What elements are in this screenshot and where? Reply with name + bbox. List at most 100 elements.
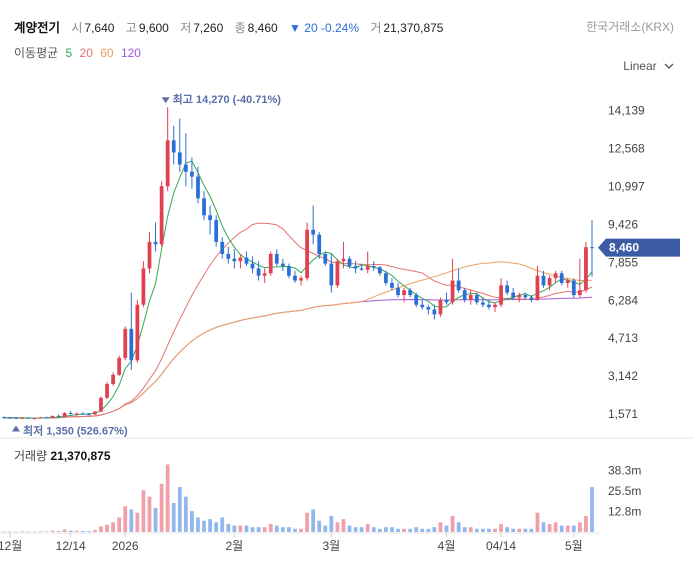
ma-60-line [3, 261, 593, 419]
candle-body [577, 290, 582, 296]
y-tick-label: 7,855 [608, 255, 638, 269]
volume-bar [547, 523, 552, 532]
volume-bar [244, 525, 249, 532]
volume-bar [487, 528, 491, 532]
volume-bar [293, 528, 297, 532]
candle-body [2, 417, 6, 419]
candle-body [499, 285, 503, 305]
candle [111, 372, 115, 386]
volume-bar [541, 522, 546, 532]
candle-body [420, 304, 425, 308]
volume-bar [317, 520, 322, 532]
candle-body [547, 278, 552, 286]
volume-bar [450, 515, 455, 532]
ma-20-label[interactable]: 20 [79, 46, 93, 60]
candle [384, 270, 388, 286]
volume-bar [420, 528, 425, 532]
candle [256, 261, 261, 281]
volume-bar [414, 527, 419, 532]
candle [141, 261, 146, 308]
volume-bar [250, 527, 255, 532]
candle-body [571, 280, 576, 296]
candle-body [20, 417, 25, 419]
candle [347, 256, 352, 269]
ma-20-line [3, 222, 593, 419]
candle [462, 287, 467, 303]
candle [456, 268, 461, 293]
candle [129, 292, 134, 370]
stock-name[interactable]: 계양전기 [14, 21, 61, 35]
ma-60-label[interactable]: 60 [100, 46, 114, 60]
candle [262, 268, 267, 283]
close-label: 종 [234, 21, 246, 35]
volume-bar [2, 531, 6, 533]
candle [232, 249, 237, 269]
candle-body [141, 268, 146, 305]
candle-body [56, 415, 61, 417]
candle [56, 414, 61, 418]
volume-bar [565, 525, 570, 532]
candle-body [214, 220, 219, 242]
candle [244, 251, 249, 267]
candle-body [153, 241, 158, 245]
candle-body [159, 186, 164, 245]
volume-bar [56, 531, 61, 532]
volume-bar [44, 531, 49, 533]
volume-bar [426, 528, 431, 532]
volume-bar [20, 531, 25, 532]
candle-body [274, 253, 279, 264]
candle-body [541, 275, 546, 286]
candle-body [74, 413, 79, 415]
candle-body [462, 290, 467, 300]
min-marker-icon [12, 425, 20, 432]
candle [165, 107, 170, 192]
scale-selector[interactable]: Linear [623, 59, 674, 73]
candle [565, 278, 570, 288]
ma-120-label[interactable]: 120 [120, 46, 141, 60]
candle [553, 270, 558, 283]
candle-body [32, 418, 37, 420]
current-price-label: 8,460 [609, 241, 639, 255]
candle [438, 297, 443, 317]
candle-body [371, 266, 376, 268]
current-price-tag [598, 238, 680, 257]
volume-bar [523, 528, 528, 532]
candle [523, 292, 528, 300]
volume-bar [481, 528, 485, 532]
volume-tick-label: 38.3m [608, 463, 641, 477]
volume-bar [396, 528, 400, 532]
candle-body [202, 198, 206, 216]
change-amount: 20 [304, 21, 318, 35]
candle [20, 417, 25, 420]
y-tick-label: 9,426 [608, 217, 638, 231]
candle-body [135, 304, 140, 361]
candle-body [353, 266, 358, 269]
candle [359, 263, 364, 271]
candle [444, 292, 449, 305]
candle-body [347, 258, 352, 267]
candle [432, 304, 437, 320]
open-label: 시 [71, 21, 83, 35]
volume-bar [305, 512, 309, 532]
candle [153, 222, 158, 252]
candle [402, 287, 406, 303]
candle [105, 382, 109, 399]
volume-bar [141, 490, 146, 532]
volume-bar [505, 527, 510, 532]
ma-120-line [3, 296, 593, 419]
candle [2, 416, 6, 419]
candle-body [487, 304, 491, 308]
candle [317, 232, 322, 259]
candle [196, 166, 200, 204]
x-tick-label: 4월 [438, 539, 456, 553]
volume-bar [147, 496, 152, 532]
candle-body [590, 247, 594, 249]
ma-5-label[interactable]: 5 [65, 46, 73, 60]
chevron-down-icon [664, 63, 674, 69]
candle [226, 246, 231, 264]
candle-body [8, 417, 12, 419]
candle [499, 278, 503, 308]
candle [274, 249, 279, 267]
